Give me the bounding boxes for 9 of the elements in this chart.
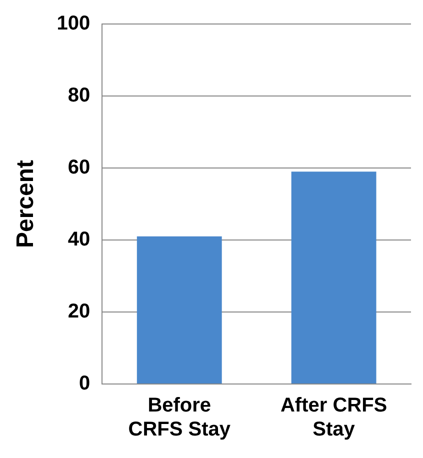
y-axis-title: Percent <box>12 160 40 248</box>
y-tick-label: 0 <box>79 372 90 395</box>
y-tick-label: 40 <box>68 228 90 251</box>
y-tick-label: 20 <box>68 300 90 323</box>
y-tick-label: 60 <box>68 156 90 179</box>
y-tick-label: 100 <box>56 12 90 35</box>
x-tick-label: Before CRFS Stay <box>128 394 232 441</box>
x-tick-label: After CRFS Stay <box>280 394 388 441</box>
y-tick-label: 80 <box>68 84 90 107</box>
